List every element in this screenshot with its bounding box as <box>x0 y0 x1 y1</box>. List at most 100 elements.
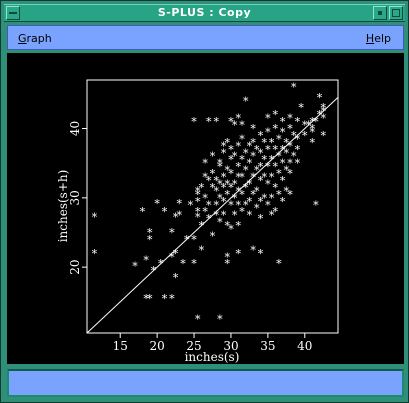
data-point: * <box>320 105 326 118</box>
data-point: * <box>217 192 223 205</box>
x-axis-label: inches(s) <box>185 350 240 364</box>
data-point: * <box>239 206 245 219</box>
data-point: * <box>173 211 179 224</box>
data-point: * <box>143 254 149 267</box>
data-point: * <box>258 130 264 143</box>
data-point: * <box>210 150 216 163</box>
data-point: * <box>239 188 245 201</box>
data-point: * <box>236 161 242 174</box>
reference-line <box>86 96 339 334</box>
data-point: * <box>92 211 98 224</box>
x-tick-label: 25 <box>186 339 201 353</box>
data-point: * <box>210 168 216 181</box>
x-tick-label: 15 <box>113 339 128 353</box>
maximize-button[interactable] <box>389 6 403 20</box>
data-point: * <box>210 230 216 243</box>
y-tick-label: 40 <box>68 121 82 136</box>
data-point: * <box>236 185 242 198</box>
data-point: * <box>206 116 212 129</box>
data-point: * <box>202 157 208 170</box>
data-point: * <box>236 140 242 153</box>
data-point: * <box>232 209 238 222</box>
data-point: * <box>158 258 164 271</box>
graph-menu[interactable]: Graph <box>18 32 52 45</box>
data-point: * <box>317 109 323 122</box>
data-point: * <box>276 258 282 271</box>
menu-bar: Graph Help <box>7 25 404 50</box>
data-point: * <box>199 220 205 233</box>
window-menu-icon <box>9 12 17 14</box>
data-point: * <box>177 197 183 210</box>
data-point: * <box>243 199 249 212</box>
data-point: * <box>202 192 208 205</box>
data-point: * <box>247 209 253 222</box>
help-menu-label: elp <box>374 32 391 45</box>
data-point: * <box>320 130 326 143</box>
data-point: * <box>273 206 279 219</box>
help-menu[interactable]: Help <box>366 32 391 45</box>
data-point: * <box>225 251 231 264</box>
graph-menu-mnemonic: G <box>18 32 27 45</box>
data-point: * <box>287 123 293 136</box>
data-point: * <box>147 233 153 246</box>
data-point: * <box>225 178 231 191</box>
data-point: * <box>162 206 168 219</box>
data-point: * <box>309 136 315 149</box>
data-point: * <box>169 251 175 264</box>
data-point: * <box>269 192 275 205</box>
data-point: * <box>254 202 260 215</box>
data-point: * <box>273 181 279 194</box>
data-point: * <box>320 102 326 115</box>
data-point: * <box>243 147 249 160</box>
data-point: * <box>273 143 279 156</box>
data-point: * <box>250 171 256 184</box>
data-point: * <box>306 119 312 132</box>
data-point: * <box>239 119 245 132</box>
data-point: * <box>210 181 216 194</box>
graph-area[interactable]: * * * * * * * * * * * * * * * * * * * * * * * * * * * * * * * * * * * * * * * *… <box>7 53 404 364</box>
data-point: * <box>195 313 201 326</box>
data-point: * <box>217 313 223 326</box>
data-point: * <box>225 136 231 149</box>
x-axis-ticks: 15 20 25 30 35 40 <box>113 333 312 353</box>
data-point: * <box>206 213 212 226</box>
window-title: S-PLUS : Copy <box>157 6 252 19</box>
x-tick-label: 35 <box>260 339 275 353</box>
data-point: * <box>280 143 286 156</box>
data-point: * <box>195 195 201 208</box>
title-bar[interactable]: S-PLUS : Copy <box>4 4 405 22</box>
data-point: * <box>250 244 256 257</box>
minimize-icon <box>378 11 382 15</box>
data-point: * <box>265 161 271 174</box>
data-point: * <box>313 199 319 212</box>
data-point: * <box>225 258 231 271</box>
data-point: * <box>247 140 253 153</box>
data-point: * <box>213 209 219 222</box>
data-point: * <box>206 175 212 188</box>
data-point: * <box>284 147 290 160</box>
data-point: * <box>287 168 293 181</box>
window-menu-button[interactable] <box>6 6 20 20</box>
x-tick-label: 40 <box>297 339 312 353</box>
minimize-button[interactable] <box>373 6 387 20</box>
data-point: * <box>309 126 315 139</box>
data-point: * <box>250 188 256 201</box>
data-point: * <box>261 154 267 167</box>
data-point: * <box>254 164 260 177</box>
data-point: * <box>140 206 146 219</box>
data-point: * <box>287 188 293 201</box>
data-point: * <box>295 116 301 129</box>
data-point: * <box>258 147 264 160</box>
data-point: * <box>265 112 271 125</box>
data-point: * <box>191 116 197 129</box>
graph-menu-label: raph <box>26 32 52 45</box>
data-point: * <box>169 292 175 305</box>
data-point: * <box>280 157 286 170</box>
data-point: * <box>236 220 242 233</box>
data-point: * <box>154 197 160 210</box>
data-point: * <box>247 178 253 191</box>
data-point: * <box>243 164 249 177</box>
data-point: * <box>284 185 290 198</box>
data-point: * <box>261 171 267 184</box>
data-point: * <box>236 199 242 212</box>
